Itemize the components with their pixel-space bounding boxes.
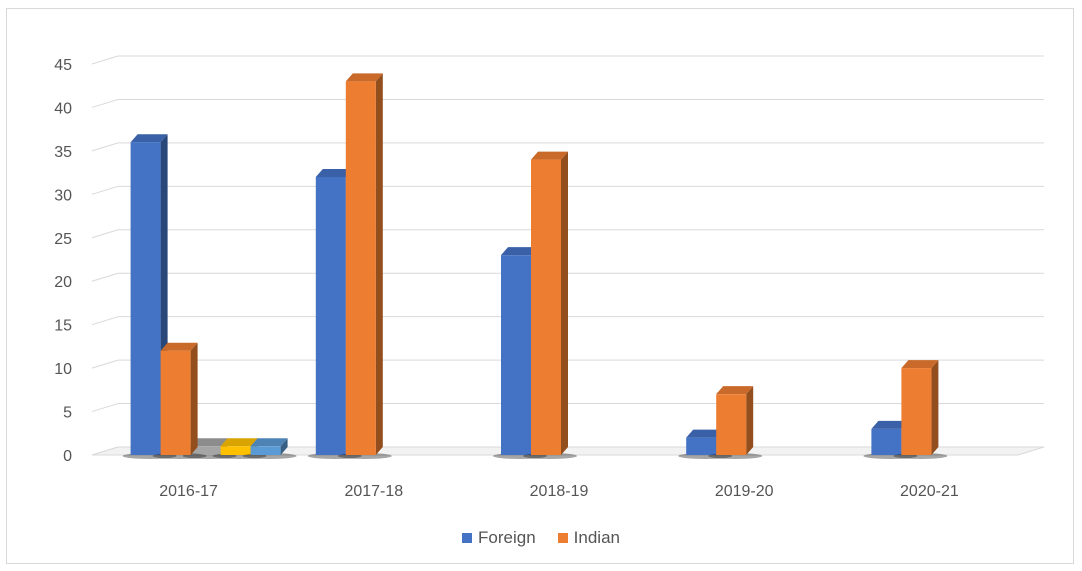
legend: Foreign Indian xyxy=(0,528,1082,548)
bar-indian-2018-19-top xyxy=(531,151,568,160)
side-gridline xyxy=(91,316,119,326)
bar-extra-0-top xyxy=(190,438,228,447)
y-tick-label: 40 xyxy=(54,100,72,117)
bar-foreign-2019-20 xyxy=(686,437,717,455)
bar-indian-2018-19 xyxy=(531,159,561,456)
bar-foreign-2020-21 xyxy=(871,428,902,455)
side-gridline xyxy=(91,403,119,413)
legend-label-foreign: Foreign xyxy=(478,528,536,547)
bar-indian-2020-21-side xyxy=(931,360,939,455)
bar-extra-1 xyxy=(220,446,251,455)
bar-indian-2017-18 xyxy=(345,81,376,455)
bar-extra-1-top xyxy=(220,438,258,447)
bar-foreign-2018-19 xyxy=(501,255,531,455)
bar-indian-2016-17-side xyxy=(190,342,198,455)
bar-indian-2020-21 xyxy=(901,368,932,455)
bar-indian-2016-17-top xyxy=(160,342,198,351)
bar-extra-2-side xyxy=(280,438,288,455)
bar-foreign-2016-17 xyxy=(130,142,161,455)
legend-swatch-foreign xyxy=(462,533,473,543)
side-gridline xyxy=(91,142,119,152)
y-tick-label: 15 xyxy=(54,318,72,335)
bar-indian-2016-17 xyxy=(160,350,191,455)
y-tick-label: 45 xyxy=(54,57,72,74)
legend-item-indian: Indian xyxy=(557,528,620,548)
x-tick-label: 2020-21 xyxy=(900,483,959,500)
side-gridline xyxy=(91,359,119,369)
side-gridline xyxy=(91,55,119,65)
bar-foreign-2019-20-top xyxy=(686,429,724,438)
side-gridline xyxy=(91,185,119,195)
bar-indian-2018-19-side xyxy=(561,151,568,456)
y-tick-label: 35 xyxy=(54,144,72,161)
bar-indian-2020-21-top xyxy=(901,360,939,369)
x-tick-label: 2019-20 xyxy=(715,483,774,500)
y-tick-label: 30 xyxy=(54,187,72,204)
y-tick-label: 10 xyxy=(54,361,72,378)
y-tick-label: 25 xyxy=(54,231,72,248)
legend-item-foreign: Foreign xyxy=(462,528,536,548)
y-tick-label: 5 xyxy=(63,405,72,422)
side-gridline xyxy=(91,229,119,239)
bar-indian-2019-20 xyxy=(716,394,747,455)
bar-foreign-2020-21-top xyxy=(871,420,909,429)
x-tick-label: 2017-18 xyxy=(344,483,403,500)
bar-indian-2019-20-side xyxy=(746,386,754,455)
bar-extra-0 xyxy=(190,446,221,455)
bar-foreign-2018-19-top xyxy=(501,247,538,256)
y-tick-label: 0 xyxy=(63,448,72,465)
legend-label-indian: Indian xyxy=(573,528,620,547)
side-gridline xyxy=(91,272,119,282)
bar-foreign-2016-17-top xyxy=(130,134,168,143)
x-tick-label: 2018-19 xyxy=(530,483,589,500)
bar-indian-2017-18-side xyxy=(375,73,383,455)
bar-foreign-2017-18 xyxy=(315,176,346,455)
bar-indian-2019-20-top xyxy=(716,386,754,395)
legend-swatch-indian xyxy=(557,533,568,543)
bar-foreign-2017-18-top xyxy=(315,168,353,177)
bar-extra-2 xyxy=(250,446,281,455)
bar-extra-2-top xyxy=(250,438,288,447)
bar-indian-2017-18-top xyxy=(345,73,383,82)
side-gridline xyxy=(91,98,119,108)
y-tick-label: 20 xyxy=(54,274,72,291)
x-tick-label: 2016-17 xyxy=(159,483,218,500)
